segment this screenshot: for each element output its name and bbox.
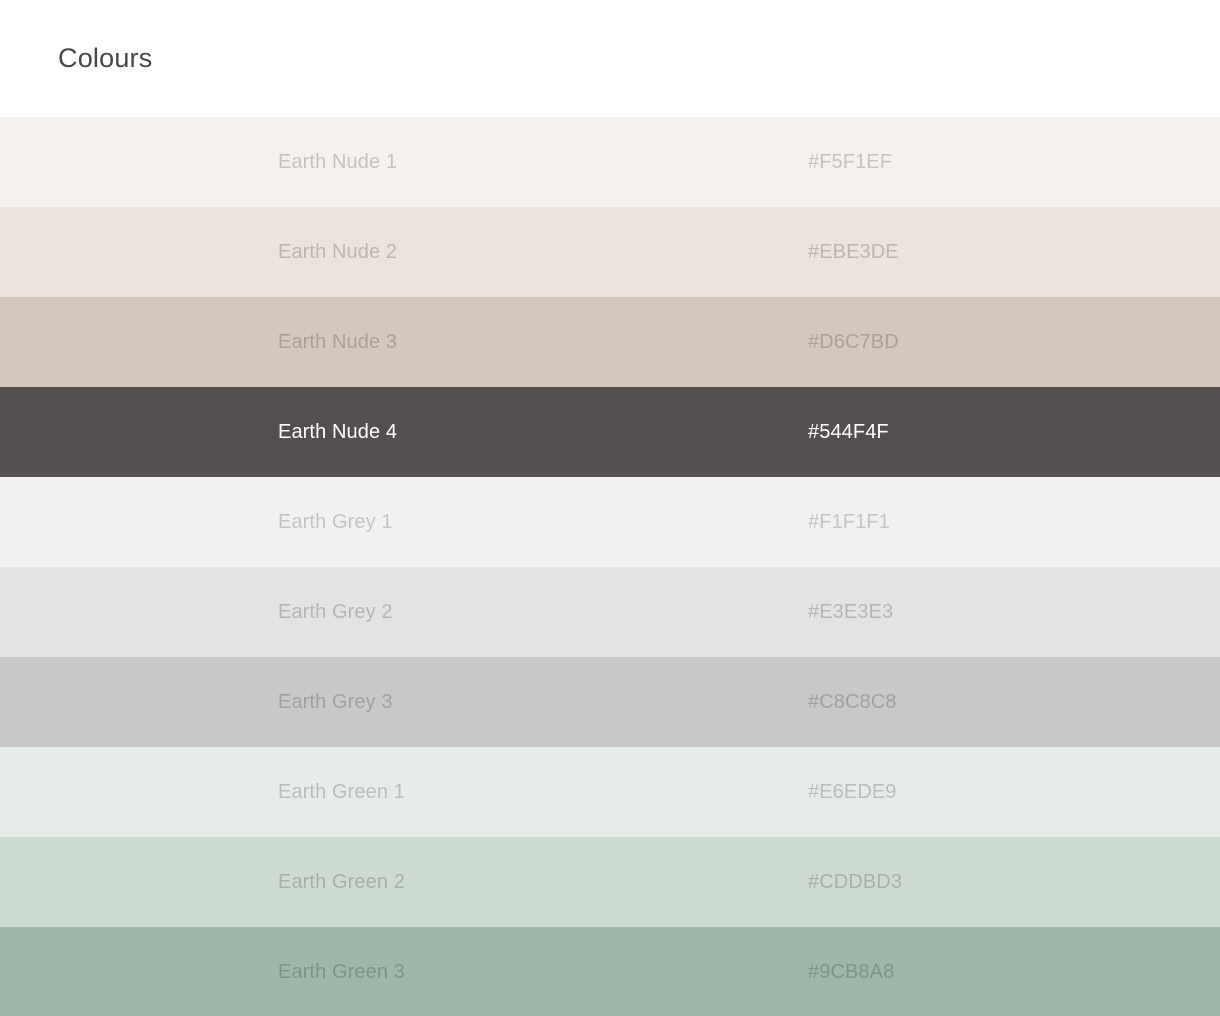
swatch-name: Earth Grey 3 <box>278 690 393 713</box>
swatch-row[interactable]: Earth Grey 3 #C8C8C8 <box>0 657 1220 747</box>
swatch-row[interactable]: Earth Green 2 #CDDBD3 <box>0 837 1220 927</box>
swatch-name: Earth Grey 1 <box>278 510 393 533</box>
swatch-list: Earth Nude 1 #F5F1EF Earth Nude 2 #EBE3DE Ea… <box>0 117 1220 1016</box>
swatch-hex-value: #D6C7BD <box>808 330 899 353</box>
swatch-name: Earth Green 1 <box>278 780 405 803</box>
swatch-hex-value: #F1F1F1 <box>808 510 890 533</box>
swatch-row[interactable]: Earth Nude 1 #F5F1EF <box>0 117 1220 207</box>
page-title: Colours <box>58 43 153 73</box>
swatch-name: Earth Nude 2 <box>278 240 398 263</box>
swatch-row[interactable]: Earth Grey 1 #F1F1F1 <box>0 477 1220 567</box>
swatch-row[interactable]: Earth Green 1 #E6EDE9 <box>0 747 1220 837</box>
page-header: Colours <box>0 0 1220 117</box>
swatch-hex-value: #F5F1EF <box>808 150 893 173</box>
swatch-hex-value: #C8C8C8 <box>808 690 897 713</box>
swatch-row[interactable]: Earth Green 3 #9CB8A8 <box>0 927 1220 1016</box>
swatch-name: Earth Grey 2 <box>278 600 393 623</box>
swatch-name: Earth Green 3 <box>278 960 405 983</box>
swatch-hex-value: #EBE3DE <box>808 240 899 263</box>
swatch-name: Earth Nude 1 <box>278 150 398 173</box>
swatch-row[interactable]: Earth Nude 3 #D6C7BD <box>0 297 1220 387</box>
swatch-name: Earth Nude 4 <box>278 420 398 443</box>
swatch-name: Earth Nude 3 <box>278 330 398 353</box>
swatch-hex-value: #544F4F <box>808 420 889 443</box>
swatch-row[interactable]: Earth Nude 2 #EBE3DE <box>0 207 1220 297</box>
swatch-row[interactable]: Earth Nude 4 #544F4F <box>0 387 1220 477</box>
swatch-hex-value: #CDDBD3 <box>808 870 903 893</box>
swatch-hex-value: #E3E3E3 <box>808 600 894 623</box>
swatch-row[interactable]: Earth Grey 2 #E3E3E3 <box>0 567 1220 657</box>
swatch-hex-value: #9CB8A8 <box>808 960 895 983</box>
swatch-hex-value: #E6EDE9 <box>808 780 897 803</box>
swatch-name: Earth Green 2 <box>278 870 405 893</box>
